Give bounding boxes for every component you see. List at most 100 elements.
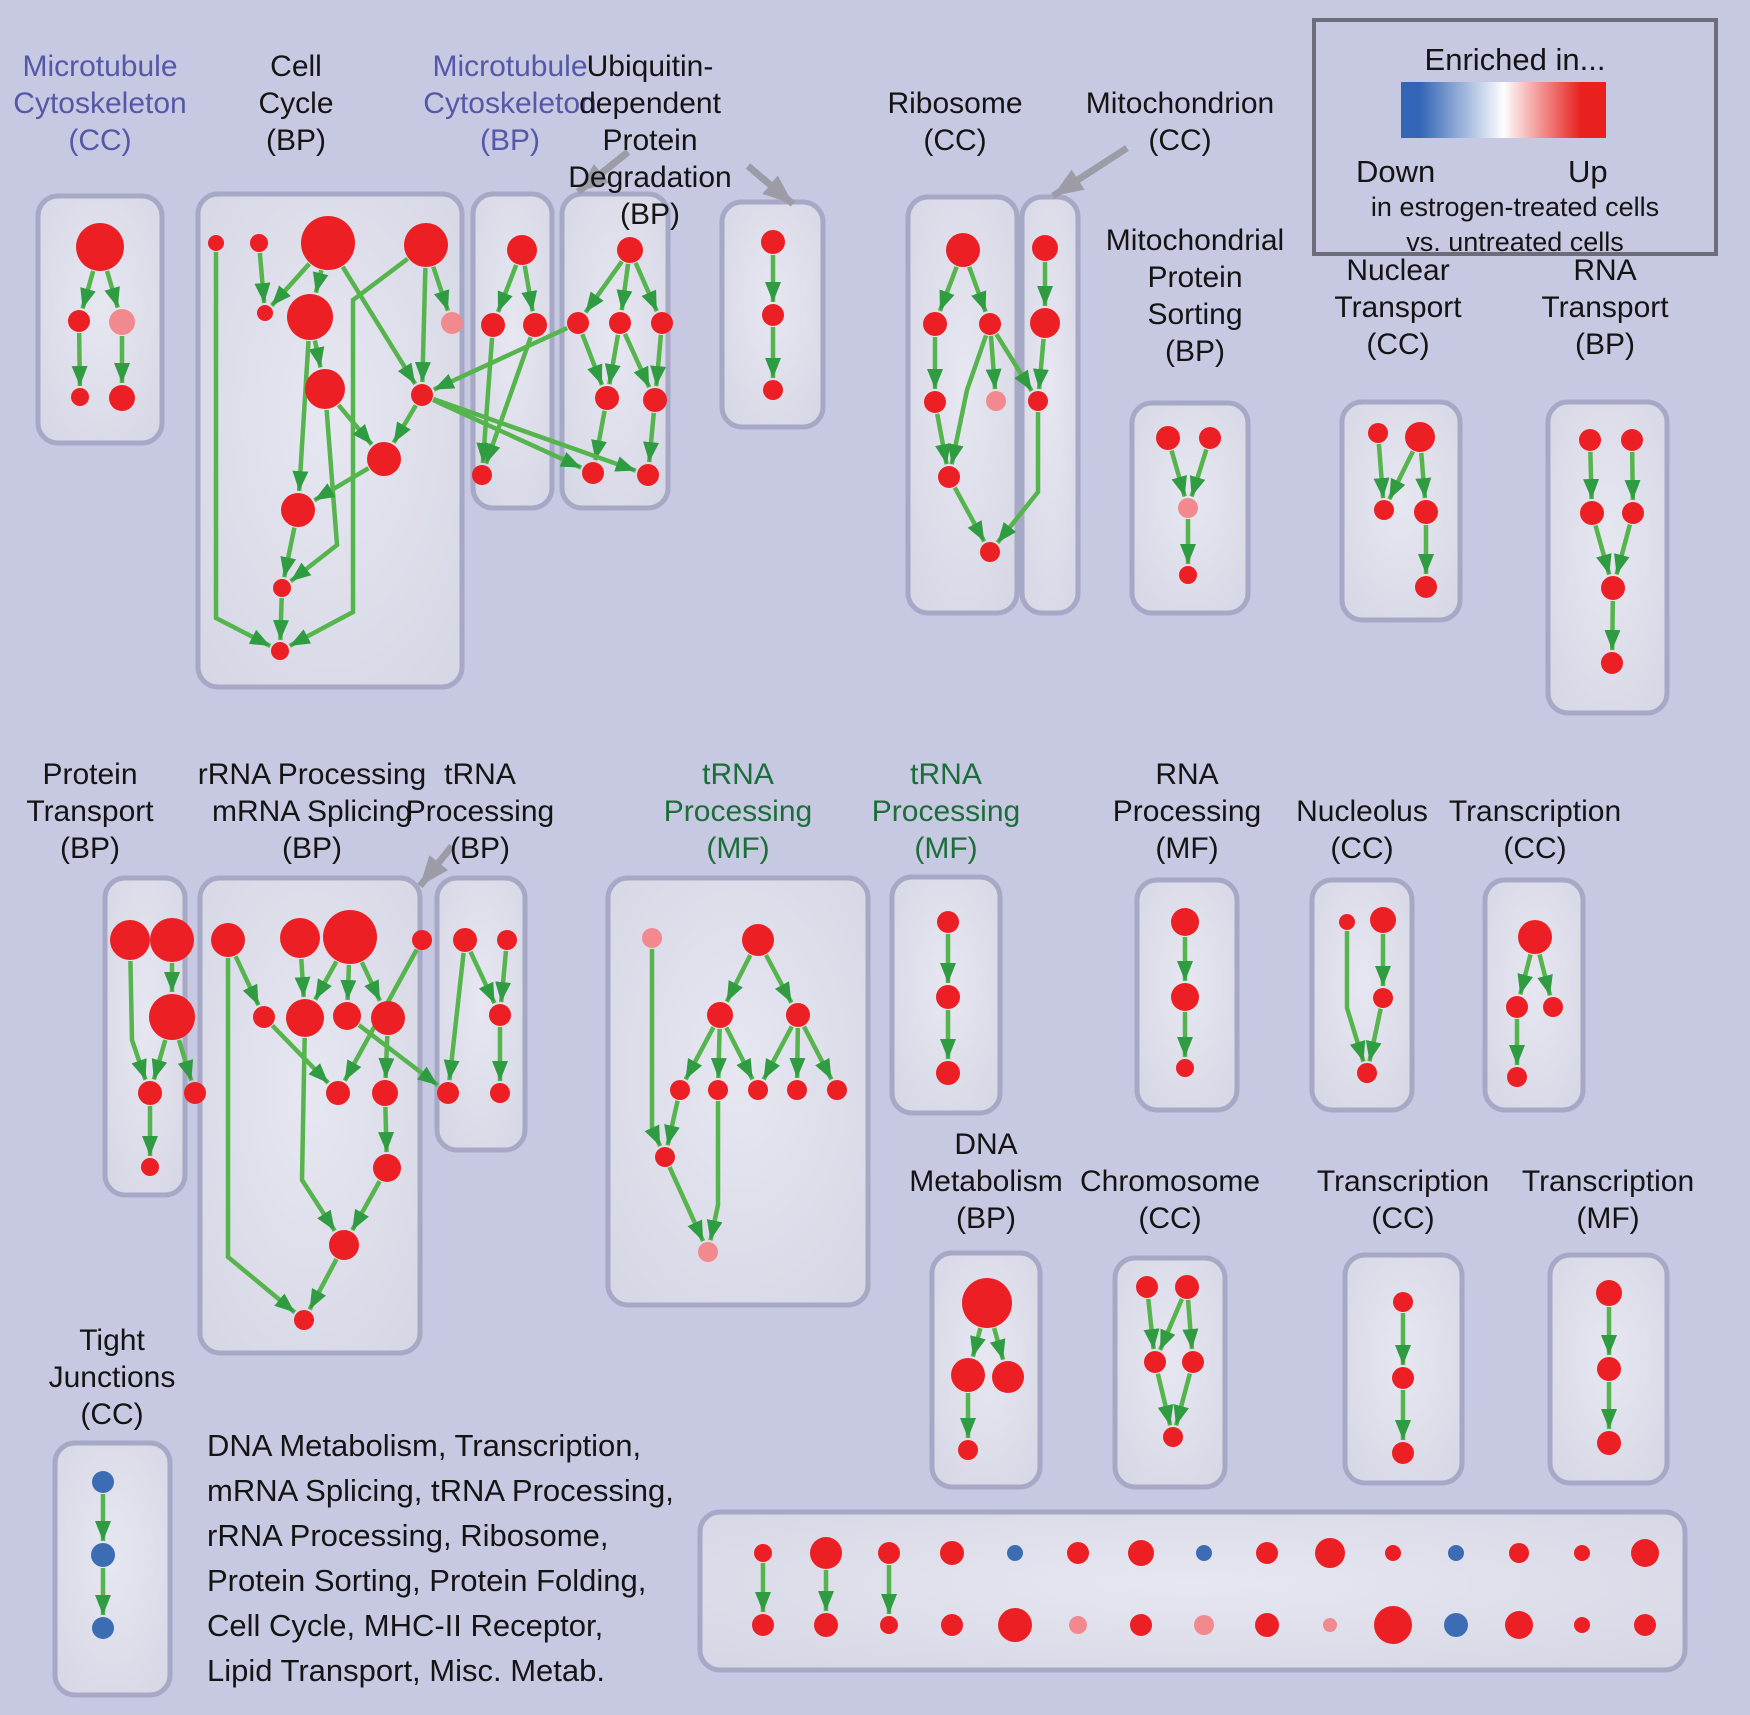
node-sc13b-red (1574, 1617, 1590, 1633)
node-sc8b-red (1255, 1613, 1279, 1637)
node-tu0-red (1518, 920, 1552, 954)
node-rb5-red (938, 466, 960, 488)
trna-mf-small-label-line: (MF) (914, 832, 978, 865)
cell-cycle-label-line: Cell (270, 50, 322, 83)
transcription-mf-label: Transcription (MF) (1358, 1163, 1750, 1237)
microtubule-cc-label: Microtubule Cytoskeleton (CC) (0, 48, 350, 159)
box-transcription-cc-upper (1482, 877, 1586, 1113)
node-uc1-red (762, 304, 784, 326)
protein-transport-label-line: Transport (26, 795, 154, 828)
edge-ub1-cc8 (432, 325, 569, 392)
edge-ub3-ub5 (650, 334, 667, 387)
edge-nc0-nc3 (1344, 931, 1366, 1063)
nuclear-transport-label-line: Transport (1334, 291, 1462, 324)
node-rr7-red (371, 1001, 405, 1035)
rrna-mrna-label-line: rRNA Processing (197, 758, 427, 791)
node-gm9-red (655, 1147, 675, 1167)
edge-cc8-ub6 (431, 397, 583, 470)
node-gm2-red (707, 1002, 733, 1028)
node-tb2-red (489, 1004, 511, 1026)
node-gm3-red (786, 1003, 810, 1027)
node-rt3-red (1622, 502, 1644, 524)
transcription-cc-lower-label-line: (CC) (1371, 1202, 1435, 1235)
node-gm10-pink (698, 1242, 718, 1262)
node-sc10t-red (1385, 1545, 1401, 1561)
rna-processing-mf-label: RNA Processing (MF) (937, 756, 1437, 867)
node-sc13t-red (1574, 1545, 1590, 1561)
node-rp2-red (1176, 1059, 1194, 1077)
node-sc8t-red (1256, 1542, 1278, 1564)
trna-mf-small-label-line: Processing (871, 795, 1021, 828)
node-gm4-red (670, 1080, 690, 1100)
rna-processing-mf-label-line: Processing (1112, 795, 1262, 828)
edge-rr1-rr5 (294, 958, 311, 998)
node-ub0-red (617, 237, 643, 263)
node-cc6-pink (441, 312, 463, 334)
node-tj1-blue (91, 1543, 115, 1567)
edge-rr9-rr10 (378, 1106, 395, 1153)
node-rb6-red (980, 542, 1000, 562)
node-nc0-red (1339, 914, 1355, 930)
tight-junctions-label: Tight Junctions (CC) (0, 1322, 362, 1433)
edge-cc2-cc4 (270, 262, 311, 308)
node-ps2-pink (1178, 498, 1198, 518)
trna-mf-big-label: tRNA Processing (MF) (488, 756, 988, 867)
nuclear-transport-label-line: (CC) (1366, 328, 1430, 361)
edge-cc1-cc4 (254, 252, 271, 304)
node-rr12-red (294, 1310, 314, 1330)
misc-categories-text-line: rRNA Processing, Ribosome, (207, 1518, 609, 1553)
node-sc1t-red (810, 1537, 842, 1569)
node-mc2-pink (109, 309, 135, 335)
node-ub5-red (643, 388, 667, 412)
node-sc3t-red (940, 1541, 964, 1565)
node-sc2t-red (878, 1542, 900, 1564)
node-gm5-red (708, 1080, 728, 1100)
node-sc5t-red (1067, 1542, 1089, 1564)
edge-gm3-gm7 (789, 1027, 806, 1079)
node-sc2b-red (880, 1616, 898, 1634)
trna-bp-label: tRNA Processing (BP) (230, 756, 730, 867)
trna-mf-small-label: tRNA Processing (MF) (696, 756, 1196, 867)
cell-cycle-label: Cell Cycle (BP) (46, 48, 546, 159)
node-ma0-red (507, 235, 537, 265)
edge-gm1-gm3 (764, 953, 794, 1004)
node-rp0-red (1171, 908, 1199, 936)
node-ps3-red (1179, 566, 1197, 584)
misc-categories-text: DNA Metabolism, Transcription, mRNA Splic… (207, 1423, 674, 1693)
ubiquitin-label-line: Protein (602, 124, 698, 157)
edge-tb0-tb2 (468, 950, 497, 1005)
node-pt3-red (138, 1081, 162, 1105)
node-mt0-red (1032, 235, 1058, 261)
node-tl2-red (1392, 1442, 1414, 1464)
node-rt5-red (1601, 652, 1623, 674)
rna-transport-label-line: RNA (1573, 254, 1637, 287)
edge-cc0-cc12 (213, 252, 272, 648)
nuclear-transport-label: Nuclear Transport (CC) (1148, 252, 1648, 363)
edge-ch1-ch2 (1158, 1298, 1184, 1351)
trna-mf-big-label-line: Processing (663, 795, 813, 828)
protein-transport-label-line: Protein (42, 758, 138, 791)
node-sc14b-red (1634, 1614, 1656, 1636)
node-mc0-red (76, 223, 124, 271)
ribosome-label-line: Ribosome (887, 87, 1023, 120)
edge-gm0-gm9 (644, 949, 663, 1147)
trna-bp-label-line: Processing (405, 795, 555, 828)
rna-processing-mf-label-line: (MF) (1155, 832, 1219, 865)
edge-cc9-cc10 (313, 466, 370, 503)
legend-subtitle-line1: in estrogen-treated cells (1370, 192, 1660, 222)
edge-cc5-cc7 (308, 340, 325, 368)
node-sc12t-red (1509, 1543, 1529, 1563)
chromosome-label: Chromosome (CC) (920, 1163, 1420, 1237)
edge-rr2-rr5 (313, 960, 339, 1001)
transcription-mf-label-line: (MF) (1576, 1202, 1640, 1235)
box-tight-junctions (52, 1440, 173, 1698)
node-pt1-red (150, 918, 194, 962)
edge-rt3-rt4 (1614, 524, 1633, 576)
node-tl1-red (1392, 1367, 1414, 1389)
node-ps0-red (1156, 426, 1180, 450)
box-chromosome (1112, 1255, 1228, 1490)
protein-transport-label: Protein Transport (BP) (0, 756, 340, 867)
edge-dm0-dm1 (970, 1327, 986, 1358)
node-ts2-red (936, 1061, 960, 1085)
node-sc14t-red (1631, 1539, 1659, 1567)
